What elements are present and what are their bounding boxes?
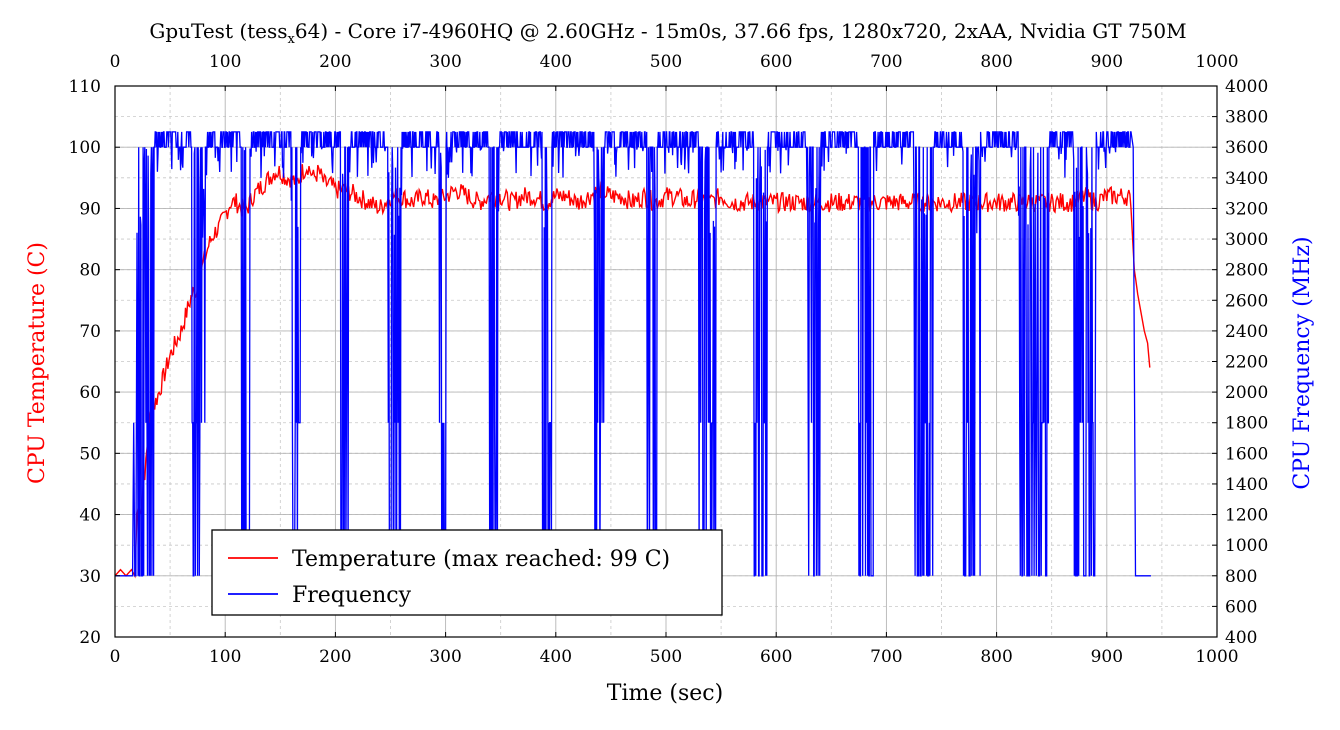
x-tick-label: 100	[209, 647, 241, 667]
y-left-tick-label: 20	[79, 628, 101, 648]
y-left-tick-label: 110	[69, 77, 101, 97]
y-axis-right-label: CPU Frequency (MHz)	[1290, 236, 1315, 489]
y-left-tick-label: 90	[79, 199, 101, 219]
title-subscript: x	[288, 32, 296, 47]
y-right-tick-label: 2800	[1225, 261, 1268, 281]
y-right-tick-label: 3400	[1225, 169, 1268, 189]
y-right-tick-label: 2200	[1225, 353, 1268, 373]
y-axis-left-label: CPU Temperature (C)	[25, 242, 50, 484]
legend-box	[211, 529, 723, 616]
legend-label-frequency: Frequency	[292, 583, 412, 608]
y-right-tick-label: 1400	[1225, 475, 1268, 495]
y-right-tick-label: 1000	[1225, 536, 1268, 556]
ticks: 0 0 100 100 200 200 300 300 400 400 500 500 600 600 70…	[69, 52, 1269, 667]
title-suffix: 64) - Core i7-4960HQ @ 2.60GHz - 15m0s, …	[295, 19, 1187, 43]
title-prefix: GpuTest (tess	[149, 19, 287, 43]
x-top-tick-label: 700	[870, 52, 902, 72]
x-tick-label: 0	[110, 647, 121, 667]
y-left-tick-label: 60	[79, 383, 101, 403]
y-right-tick-label: 3200	[1225, 199, 1268, 219]
x-axis-label: Time (sec)	[607, 681, 723, 706]
x-tick-label: 800	[980, 647, 1012, 667]
x-tick-label: 700	[870, 647, 902, 667]
y-right-tick-label: 3600	[1225, 138, 1268, 158]
x-top-tick-label: 1000	[1195, 52, 1238, 72]
y-right-tick-label: 4000	[1225, 77, 1268, 97]
series-layer	[114, 131, 1151, 579]
y-right-tick-label: 400	[1225, 628, 1257, 648]
x-top-tick-label: 800	[980, 52, 1012, 72]
x-tick-label: 200	[319, 647, 351, 667]
x-top-tick-label: 100	[209, 52, 241, 72]
legend-label-temperature: Temperature (max reached: 99 C)	[292, 547, 670, 572]
legend: Temperature (max reached: 99 C) Frequenc…	[211, 529, 723, 616]
chart-title: GpuTest (tessx64) - Core i7-4960HQ @ 2.6…	[149, 19, 1186, 47]
y-left-tick-label: 40	[79, 506, 101, 526]
x-top-tick-label: 200	[319, 52, 351, 72]
y-right-tick-label: 3800	[1225, 108, 1268, 128]
x-tick-label: 600	[760, 647, 792, 667]
x-top-tick-label: 600	[760, 52, 792, 72]
y-left-tick-label: 50	[79, 444, 101, 464]
frequency-line	[115, 131, 1151, 577]
temperature-line	[114, 164, 1151, 579]
y-left-tick-label: 100	[69, 138, 101, 158]
x-top-tick-label: 400	[540, 52, 572, 72]
x-tick-label: 500	[650, 647, 682, 667]
y-right-tick-label: 1800	[1225, 414, 1268, 434]
x-top-tick-label: 0	[110, 52, 121, 72]
x-tick-label: 400	[540, 647, 572, 667]
y-right-tick-label: 800	[1225, 567, 1257, 587]
y-right-tick-label: 600	[1225, 597, 1257, 617]
x-tick-label: 300	[429, 647, 461, 667]
y-right-tick-label: 1600	[1225, 444, 1268, 464]
x-top-tick-label: 900	[1091, 52, 1123, 72]
x-top-tick-label: 300	[429, 52, 461, 72]
y-right-tick-label: 2000	[1225, 383, 1268, 403]
y-left-tick-label: 70	[79, 322, 101, 342]
x-tick-label: 1000	[1195, 647, 1238, 667]
y-right-tick-label: 3000	[1225, 230, 1268, 250]
x-top-tick-label: 500	[650, 52, 682, 72]
y-right-tick-label: 1200	[1225, 506, 1268, 526]
y-left-tick-label: 80	[79, 261, 101, 281]
y-right-tick-label: 2600	[1225, 291, 1268, 311]
x-tick-label: 900	[1091, 647, 1123, 667]
y-left-tick-label: 30	[79, 567, 101, 587]
y-right-tick-label: 2400	[1225, 322, 1268, 342]
